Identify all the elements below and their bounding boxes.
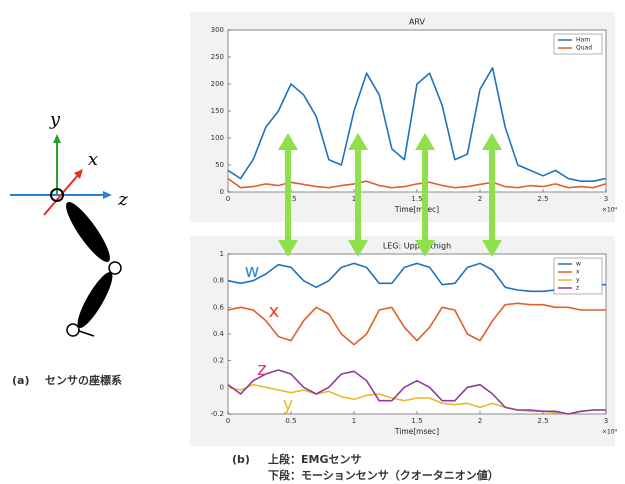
legend-label: z: [576, 285, 579, 292]
x-axis-label: Time[msec]: [394, 205, 439, 214]
legend-label: y: [576, 277, 580, 284]
x-exponent: ×10⁴: [602, 429, 618, 436]
figure: ARVTime[msec]×10⁴05010015020025030000.51…: [0, 0, 625, 484]
legend-label: w: [576, 261, 581, 268]
foot: [79, 331, 94, 336]
y-tick-label: 0: [220, 383, 224, 391]
y-tick-label: 150: [211, 107, 224, 115]
annotation: w: [245, 261, 260, 282]
x-tick-label: 0: [226, 195, 230, 203]
caption: 下段：モーションセンサ（クオータニオン値）: [268, 468, 499, 482]
caption: 上段：EMGセンサ: [268, 452, 362, 466]
plot-area: [228, 30, 606, 192]
legend-label: Ham: [576, 37, 590, 44]
x-tick-label: 0: [226, 417, 230, 425]
y-tick-label: 0.8: [213, 277, 224, 285]
arrowhead: [53, 134, 61, 143]
annotation: x: [269, 301, 280, 322]
axis-label: z: [117, 189, 128, 210]
x-tick-label: 2: [478, 417, 482, 425]
annotation: z: [257, 359, 266, 380]
y-tick-label: 1: [220, 250, 224, 258]
y-tick-label: 0.2: [213, 357, 224, 365]
x-exponent: ×10⁴: [602, 207, 618, 214]
legend-label: Quad: [576, 45, 592, 52]
caption-label: (a): [12, 374, 29, 387]
y-tick-label: 0.4: [213, 330, 225, 338]
x-tick-label: 3: [604, 417, 608, 425]
charts: ARVTime[msec]×10⁴05010015020025030000.51…: [210, 18, 617, 437]
caption-label: (b): [232, 453, 250, 466]
x-tick-label: 2.5: [537, 417, 548, 425]
y-tick-label: -0.2: [210, 410, 224, 418]
x-tick-label: 2.5: [537, 195, 548, 203]
x-tick-label: 2: [478, 195, 482, 203]
annotation: y: [283, 394, 294, 415]
x-tick-label: 3: [604, 195, 608, 203]
y-tick-label: 200: [211, 80, 224, 88]
caption: センサの座標系: [45, 373, 122, 387]
axis-label: x: [88, 149, 98, 170]
x-tick-label: 1.5: [411, 195, 422, 203]
segment: [60, 197, 116, 266]
y-tick-label: 300: [211, 26, 224, 34]
y-tick-label: 0.6: [213, 303, 225, 311]
x-tick-label: 1: [352, 417, 356, 425]
x-tick-label: 1.5: [411, 417, 422, 425]
chart-title: ARV: [409, 18, 426, 27]
axis-label: y: [49, 109, 61, 130]
arrowhead: [103, 191, 112, 199]
legend-label: x: [576, 269, 580, 276]
x-axis-label: Time[msec]: [394, 427, 439, 436]
joint: [67, 324, 79, 336]
y-tick-label: 250: [211, 53, 224, 61]
segment: [72, 268, 118, 331]
y-tick-label: 50: [215, 161, 224, 169]
plot-area: [228, 254, 606, 414]
x-tick-label: 0.5: [285, 417, 296, 425]
sensor-diagram: y x z: [10, 109, 128, 336]
y-tick-label: 100: [211, 134, 224, 142]
y-tick-label: 0: [220, 188, 224, 196]
